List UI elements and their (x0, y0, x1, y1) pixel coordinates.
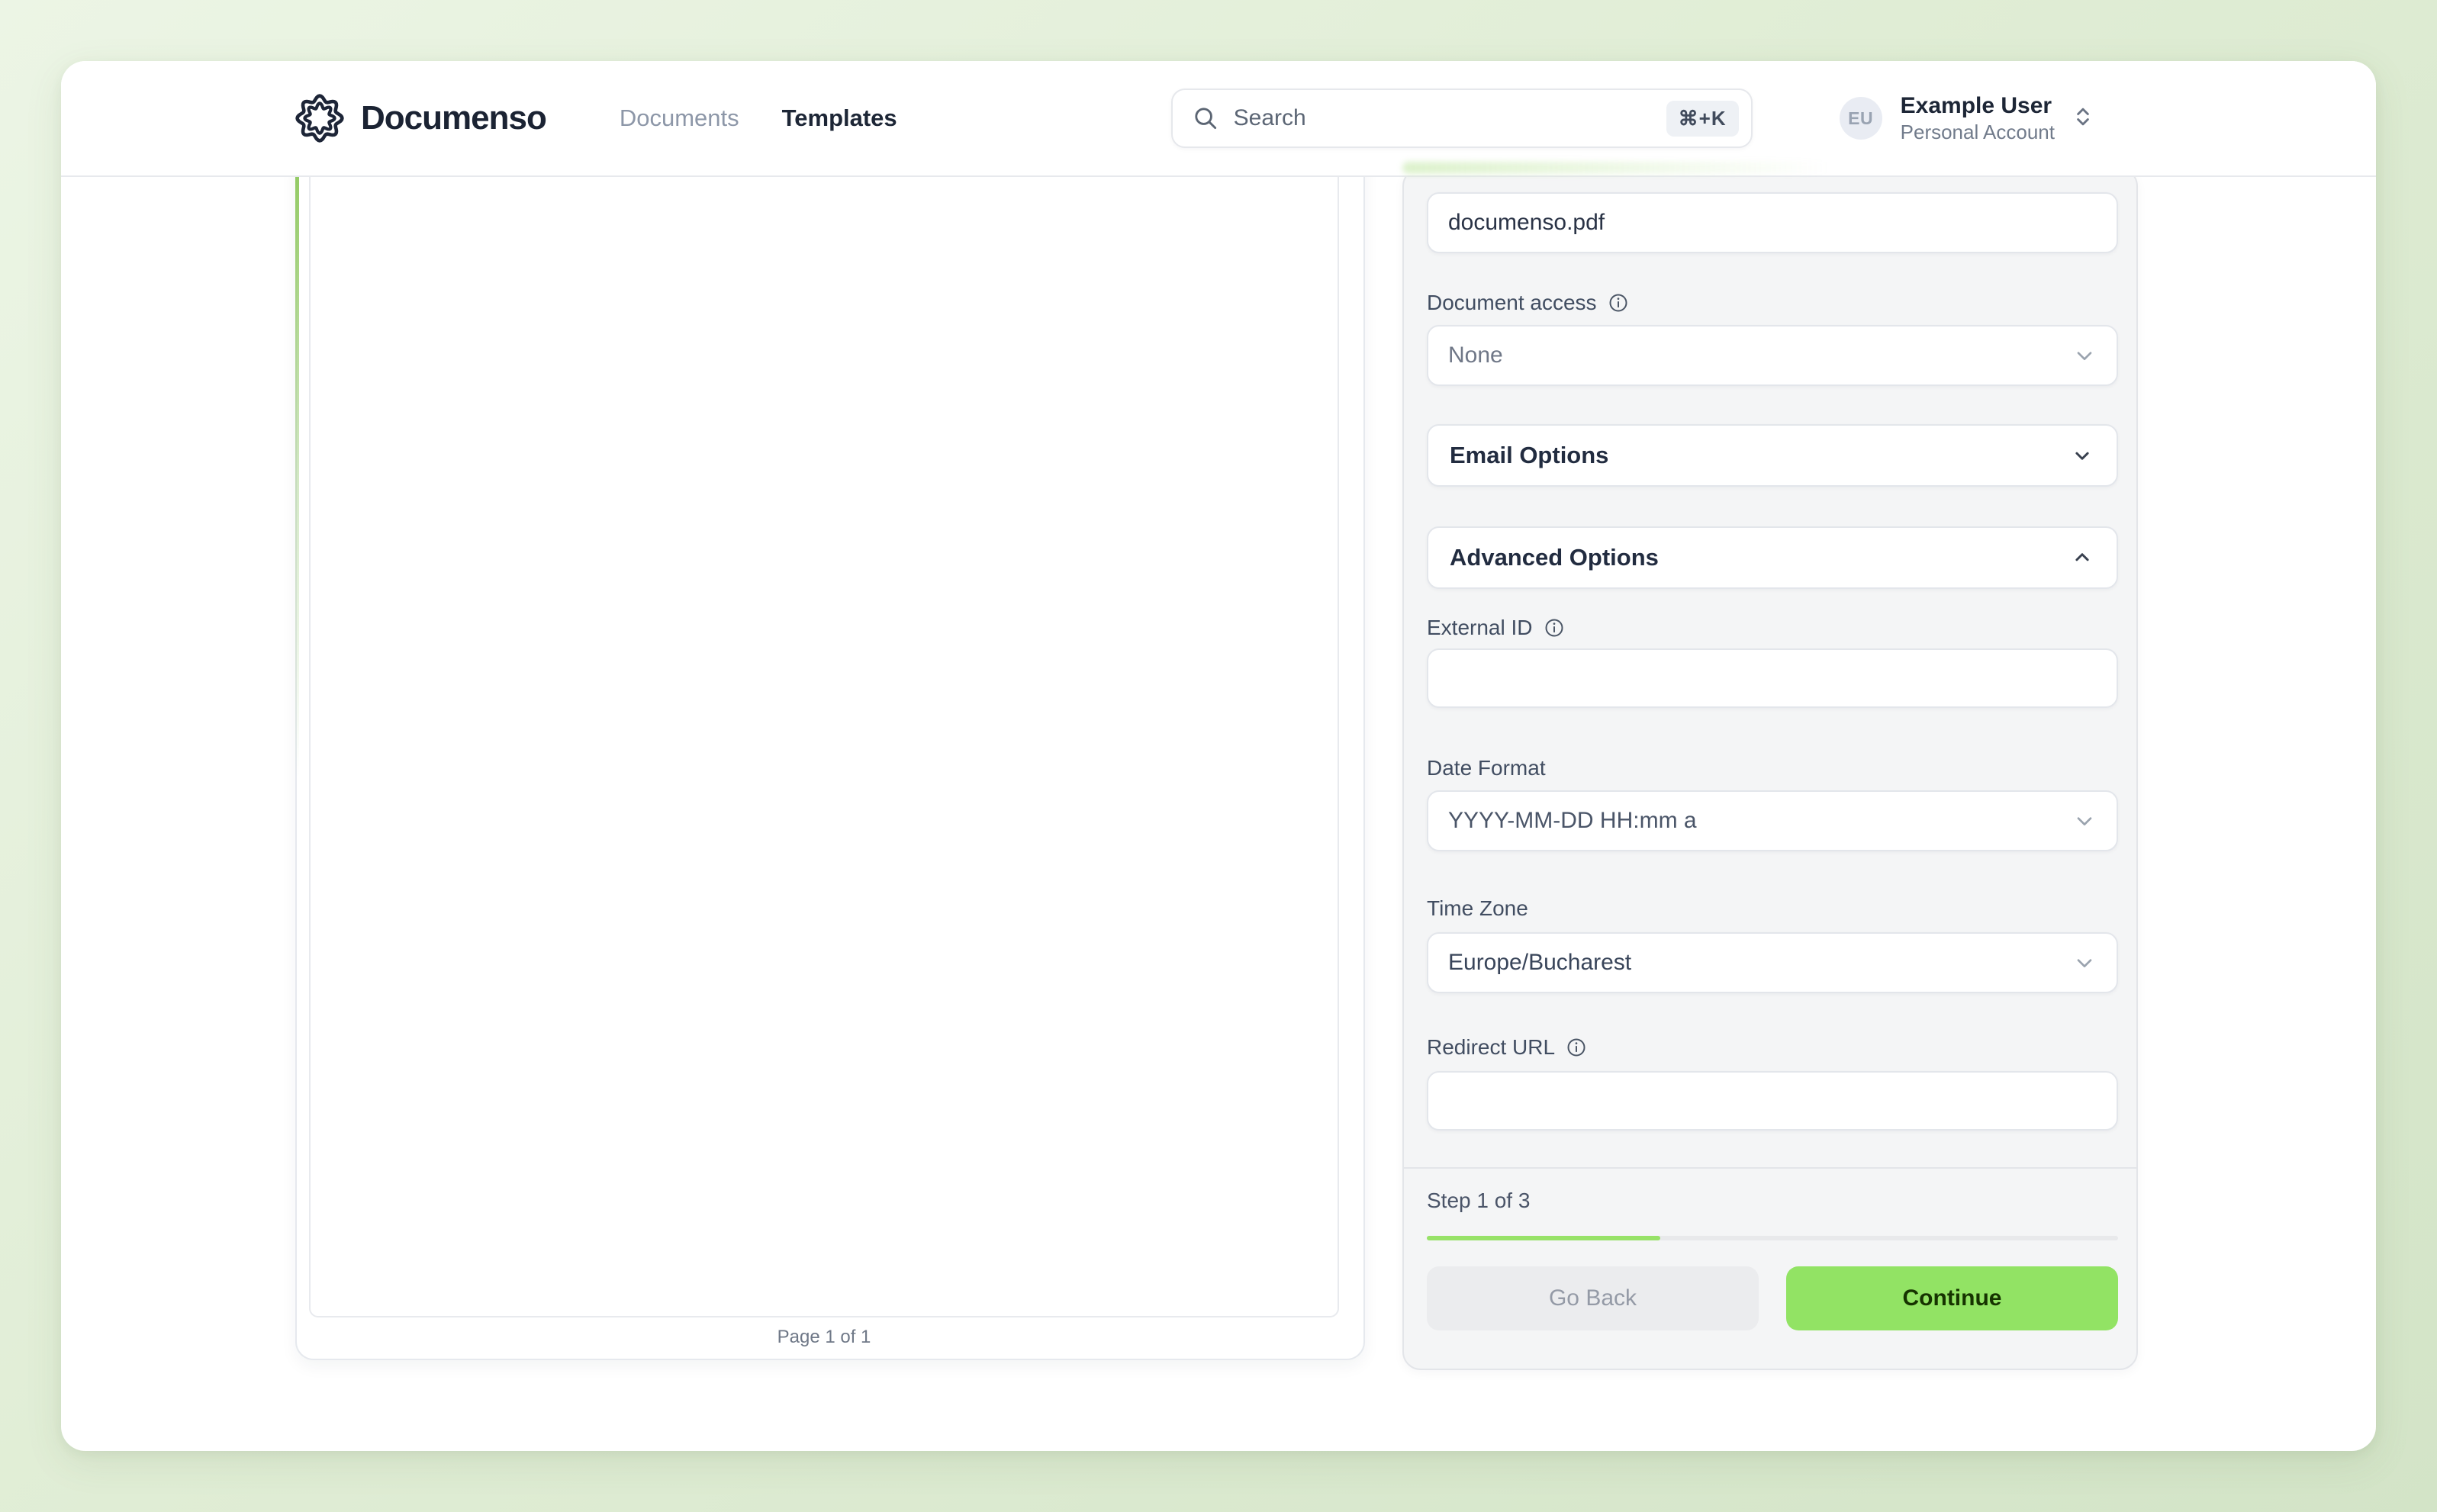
documenso-logo[interactable]: Documenso (295, 94, 547, 143)
advanced-options-title: Advanced Options (1450, 544, 1659, 571)
redirect-url-input[interactable] (1427, 1071, 2118, 1131)
document-access-select[interactable]: None (1427, 325, 2118, 386)
top-navbar: Documenso Documents Templates ⌘+K EU Exa… (61, 61, 2376, 177)
external-id-input[interactable] (1427, 648, 2118, 708)
date-format-select[interactable]: YYYY-MM-DD HH:mm a (1427, 790, 2118, 851)
search-shortcut-badge: ⌘+K (1666, 100, 1739, 137)
page-counter: Page 1 of 1 (777, 1327, 871, 1347)
nav-link-templates[interactable]: Templates (781, 105, 897, 131)
document-settings-panel: Document access None Email Options (1402, 177, 2138, 1370)
date-format-value: YYYY-MM-DD HH:mm a (1448, 808, 1697, 833)
nav-link-documents[interactable]: Documents (619, 105, 739, 131)
step-progress-bar (1427, 1236, 2118, 1240)
email-options-title: Email Options (1450, 442, 1609, 468)
main-content: Page 1 of 1 Document access None (61, 177, 2376, 1451)
search-icon (1195, 108, 1216, 130)
chevron-down-icon (2077, 352, 2092, 360)
continue-button[interactable]: Continue (1786, 1266, 2118, 1330)
brand-name: Documenso (361, 99, 547, 137)
chevron-down-icon (2077, 959, 2092, 967)
pdf-page (309, 177, 1339, 1317)
document-access-label: Document access (1427, 291, 1597, 314)
redirect-url-label: Redirect URL (1427, 1035, 1556, 1059)
panel-top-glow (1402, 162, 1830, 174)
search-input[interactable] (1233, 105, 1666, 131)
chevron-down-icon (2075, 452, 2089, 460)
user-account-type: Personal Account (1900, 121, 2055, 143)
main-window: Documenso Documents Templates ⌘+K EU Exa… (61, 61, 2376, 1451)
chevron-up-icon (2075, 553, 2089, 561)
footer-divider (1404, 1167, 2136, 1169)
document-preview-card: Page 1 of 1 (295, 177, 1365, 1360)
external-id-label: External ID (1427, 616, 1533, 639)
email-options-toggle[interactable]: Email Options (1427, 424, 2118, 487)
time-zone-label: Time Zone (1427, 896, 1528, 920)
info-icon[interactable] (1608, 292, 1629, 314)
chevron-up-down-icon (2070, 104, 2096, 134)
info-icon[interactable] (1566, 1037, 1587, 1058)
chevron-down-icon (2077, 817, 2092, 825)
main-nav: Documents Templates (620, 105, 897, 132)
advanced-options-toggle[interactable]: Advanced Options (1427, 526, 2118, 589)
user-menu[interactable]: EU Example User Personal Account (1839, 92, 2096, 144)
date-format-label: Date Format (1427, 756, 1546, 780)
avatar: EU (1839, 97, 1882, 140)
documenso-logo-icon (295, 94, 344, 143)
document-access-value: None (1448, 343, 1503, 368)
step-progress-fill (1427, 1236, 1661, 1240)
title-input[interactable] (1427, 192, 2118, 253)
time-zone-select[interactable]: Europe/Bucharest (1427, 932, 2118, 993)
search-bar[interactable]: ⌘+K (1170, 88, 1753, 148)
info-icon[interactable] (1544, 617, 1565, 639)
time-zone-value: Europe/Bucharest (1448, 950, 1632, 975)
user-name: Example User (1900, 93, 2052, 118)
go-back-button[interactable]: Go Back (1427, 1266, 1759, 1330)
step-indicator: Step 1 of 3 (1427, 1189, 1531, 1212)
